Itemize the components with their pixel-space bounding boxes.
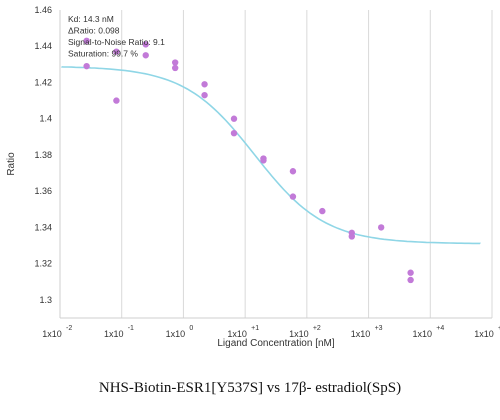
y-tick-labels: 1.3 1.32 1.34 1.36 1.38 1.4 1.42 1.44 1.46 [34, 5, 52, 305]
annotation-line: Kd: 14.3 nM [68, 14, 114, 24]
x-tick-exponent: +4 [436, 325, 444, 332]
binding-curve-chart: 1.31.321.341.361.381.41.421.441.46 1x10-… [6, 5, 500, 349]
data-point [201, 81, 208, 88]
y-tick-label: 1.46 [34, 5, 52, 15]
x-tick-label: 1x10 [227, 329, 247, 339]
x-tick-label: 1x10 [166, 329, 186, 339]
x-tick-label: 1x10 [413, 329, 433, 339]
annotation-box: Kd: 14.3 nM ΔRatio: 0.098Signal-to-Noise … [68, 14, 165, 59]
data-point [142, 52, 149, 59]
x-tick-exponent: 0 [189, 325, 193, 332]
x-tick-label: 1x10 [351, 329, 371, 339]
data-point [230, 115, 238, 122]
data-point [348, 233, 356, 240]
x-tick-label: 1x10 [474, 329, 494, 339]
y-tick-label: 1.44 [34, 41, 52, 51]
data-point [171, 64, 179, 72]
y-tick-label: 1.32 [34, 259, 52, 269]
figure-caption: NHS-Biotin-ESR1[Y537S] vs 17β- estradiol… [98, 380, 402, 396]
x-tick-exponent: +3 [375, 325, 383, 332]
x-tick-exponent: +1 [251, 325, 259, 332]
data-point [83, 37, 90, 44]
data-point [407, 269, 414, 276]
x-tick-label: 1x10 [289, 329, 309, 339]
vertical-gridlines [121, 10, 493, 318]
y-axis-label: Ratio [6, 152, 17, 176]
y-tick-label: 1.34 [34, 222, 52, 232]
y-tick-label: 1.3 [39, 295, 52, 305]
data-point [142, 41, 149, 48]
annotation-line: ΔRatio: 0.098 [68, 26, 120, 36]
data-point [260, 157, 267, 164]
data-points [83, 37, 414, 284]
data-point [289, 168, 297, 175]
x-tick-labels: 1x10-21x10-11x1001x10+11x10+21x10+31x10+… [42, 325, 500, 339]
x-tick-exponent: +5 [498, 325, 500, 332]
data-point [113, 48, 120, 55]
annotation-line: Signal-to-Noise Ratio: 9.1 [68, 37, 165, 47]
data-point [83, 62, 90, 70]
data-point [171, 59, 179, 66]
axes [59, 10, 492, 319]
data-point [230, 130, 238, 137]
y-tick-label: 1.42 [34, 77, 52, 87]
data-point [319, 207, 326, 215]
data-point [113, 97, 120, 104]
x-tick-exponent: -2 [66, 325, 72, 332]
data-point [289, 193, 297, 200]
x-tick-label: 1x10 [42, 329, 62, 339]
x-axis-label: Ligand Concentration [nM] [217, 338, 335, 349]
data-point [407, 276, 414, 284]
x-tick-label: 1x10 [104, 329, 124, 339]
fit-curve [61, 66, 481, 245]
annotation-line: Saturation: 99.7 % [68, 49, 138, 59]
y-tick-label: 1.38 [34, 150, 52, 160]
x-tick-exponent: -1 [128, 325, 134, 332]
plot-area [60, 10, 492, 318]
y-tick-label: 1.36 [34, 186, 52, 196]
x-tick-exponent: +2 [313, 325, 321, 332]
y-tick-label: 1.4 [39, 114, 52, 124]
data-point [377, 224, 385, 231]
data-point [201, 91, 208, 99]
